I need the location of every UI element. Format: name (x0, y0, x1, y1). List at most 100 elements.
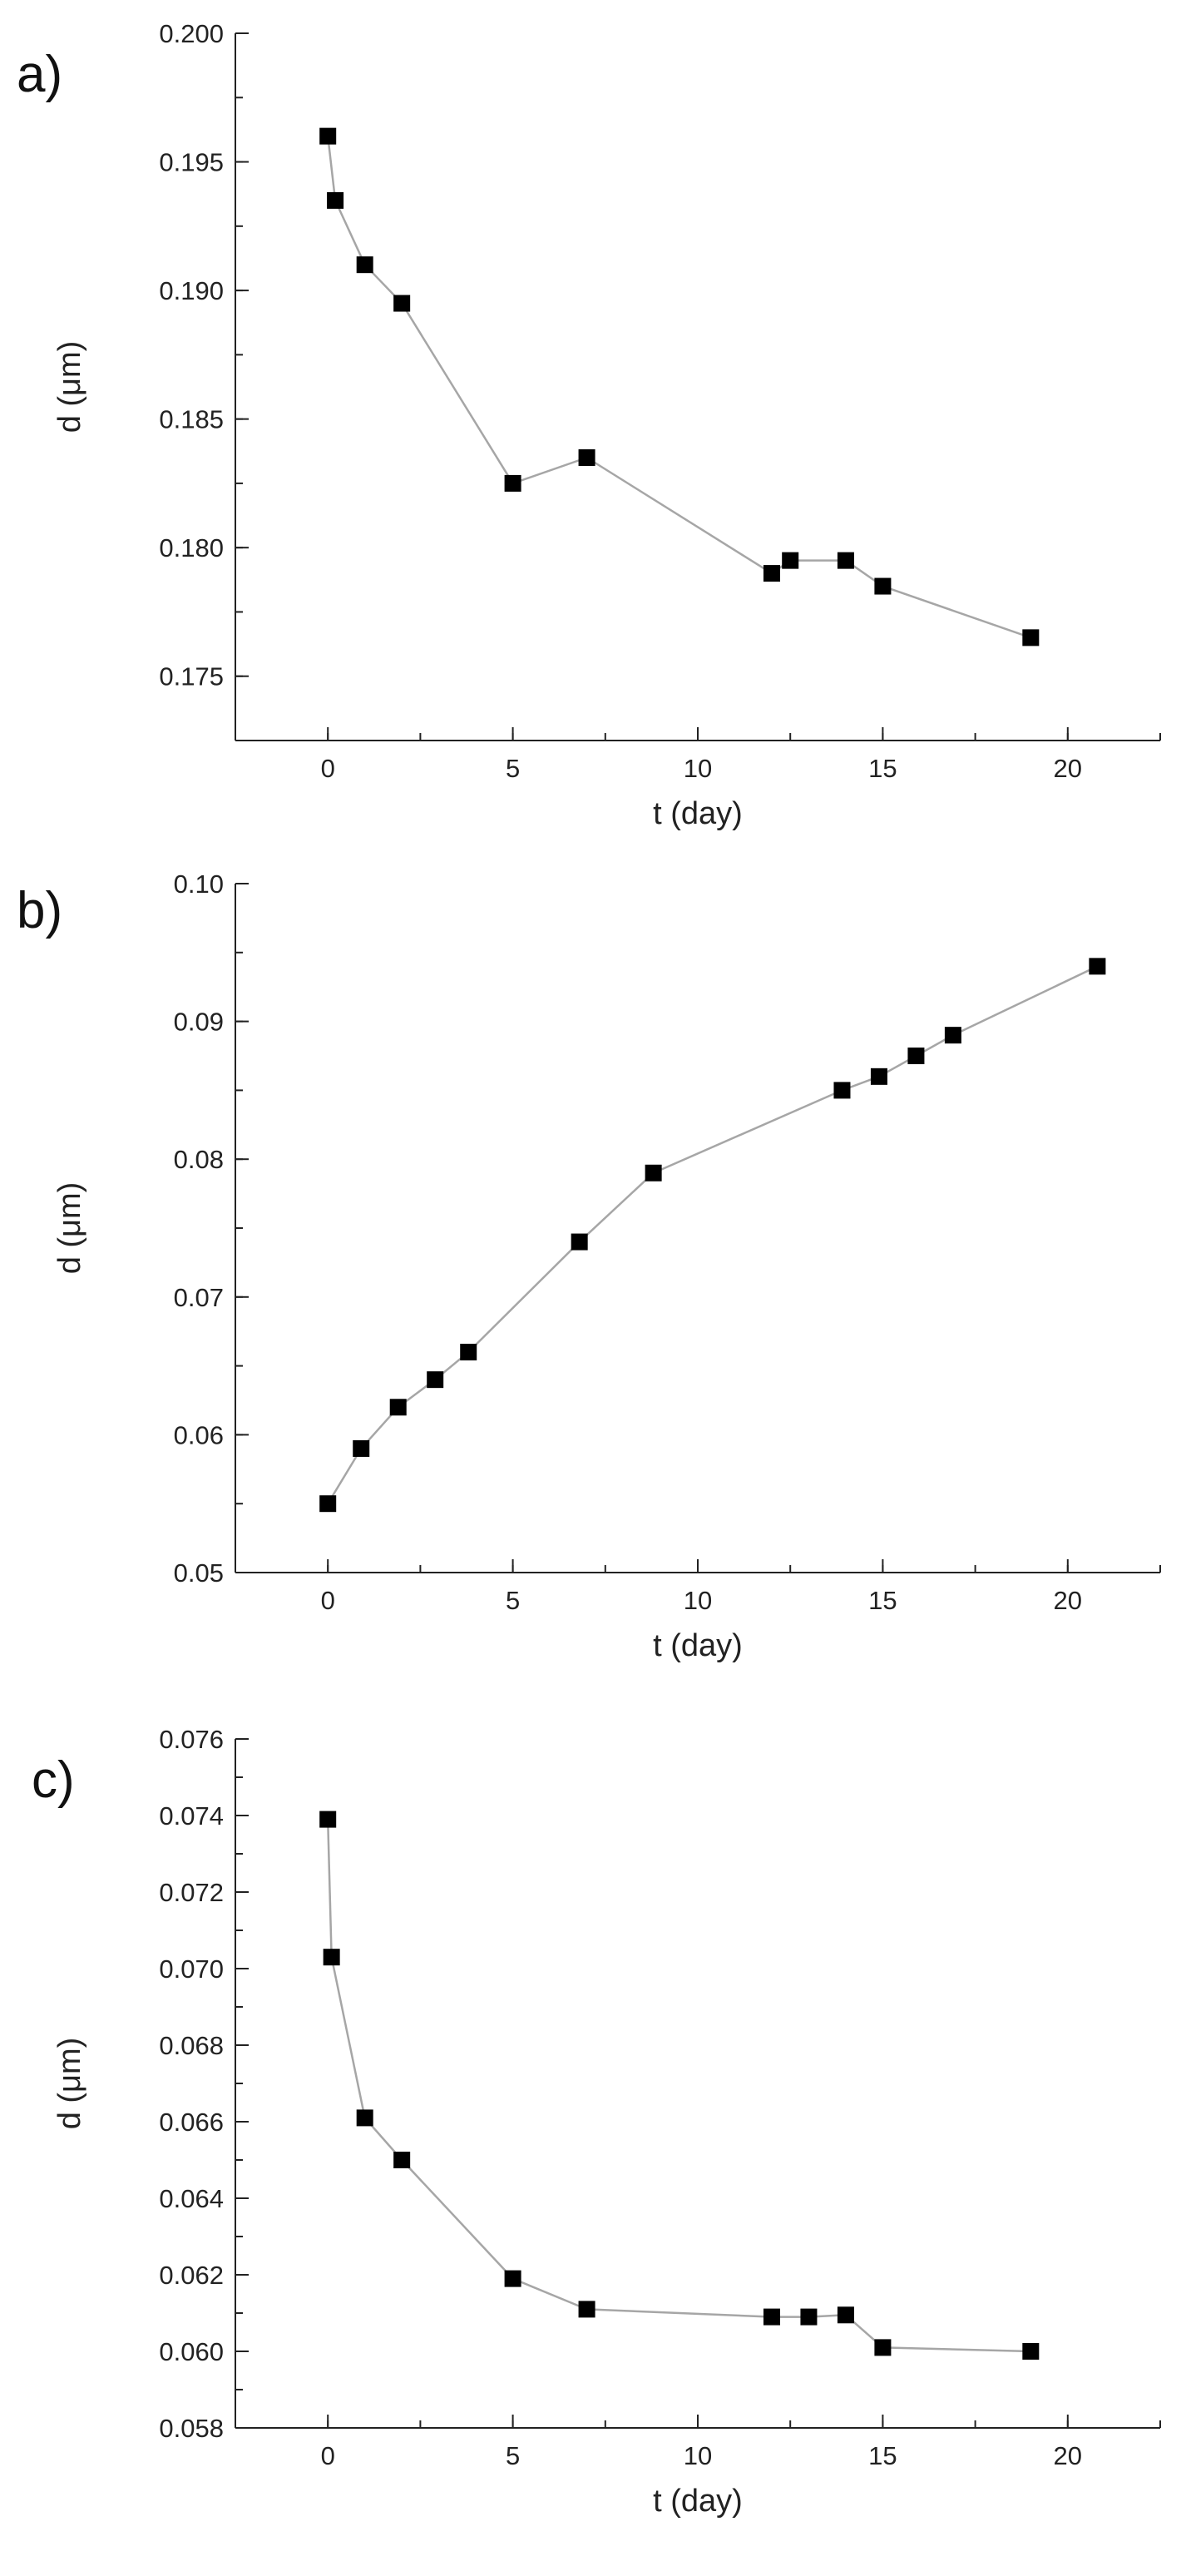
y-tick-label: 0.185 (159, 405, 224, 434)
y-tick-label: 0.190 (159, 276, 224, 305)
series-line-segment (952, 965, 1098, 1037)
data-point-marker (1022, 2343, 1040, 2360)
y-tick-label: 0.070 (159, 1954, 224, 1984)
y-tick-label: 0.058 (159, 2414, 224, 2443)
x-tick-label: 20 (1054, 2441, 1082, 2470)
data-point-marker (907, 1048, 925, 1064)
data-point-marker (571, 1233, 588, 1251)
x-axis-title: t (day) (653, 2484, 743, 2519)
data-point-marker (763, 2308, 780, 2326)
y-tick-label: 0.074 (159, 1801, 224, 1830)
series-line-segment (882, 585, 1031, 639)
x-tick-label: 0 (321, 2441, 335, 2470)
data-point-marker (389, 1399, 407, 1416)
x-tick-label: 15 (868, 2441, 897, 2470)
y-axis-title: d (μm) (52, 2038, 87, 2130)
panel-label: b) (17, 882, 62, 939)
y-tick-label: 0.072 (159, 1878, 224, 1907)
data-point-marker (319, 1495, 337, 1513)
series-line-segment (653, 1089, 843, 1174)
data-point-marker (800, 2308, 818, 2326)
y-tick-label: 0.064 (159, 2184, 224, 2213)
x-tick-label: 20 (1054, 1586, 1082, 1615)
data-point-marker (353, 1439, 370, 1457)
data-point-marker (504, 2270, 521, 2287)
y-tick-label: 0.060 (159, 2337, 224, 2366)
panel-label: c) (32, 1751, 75, 1809)
x-tick-label: 10 (684, 1586, 712, 1615)
data-point-marker (874, 577, 892, 595)
series-line-segment (467, 1241, 581, 1353)
series-line-segment (512, 2277, 588, 2311)
data-point-marker (874, 2339, 892, 2356)
y-tick-label: 0.10 (174, 869, 224, 899)
panel-label: a) (17, 46, 62, 103)
series-line-segment (512, 456, 587, 485)
data-point-marker (460, 1344, 477, 1361)
y-tick-label: 0.175 (159, 662, 224, 691)
data-point-marker (393, 295, 411, 312)
series-line-segment (586, 456, 773, 575)
y-tick-label: 0.07 (174, 1283, 224, 1312)
y-tick-label: 0.06 (174, 1420, 224, 1449)
x-axis-title: t (day) (653, 796, 743, 831)
series-line-segment (401, 302, 514, 484)
data-point-marker (504, 474, 521, 492)
data-point-marker (833, 1082, 851, 1099)
y-tick-label: 0.200 (159, 19, 224, 48)
y-tick-label: 0.068 (159, 2031, 224, 2060)
series-line-segment (334, 200, 366, 265)
data-point-marker (427, 1371, 444, 1389)
data-point-marker (319, 1811, 337, 1828)
chart-panel-c: 0.058 0.060 0.062 0.064 0.066 0.068 0.070 0.072… (32, 1725, 1161, 2519)
x-tick-label: 10 (684, 754, 712, 783)
y-tick-label: 0.195 (159, 148, 224, 177)
series-line-segment (330, 1956, 366, 2118)
y-axis-title: d (μm) (52, 1182, 87, 1275)
x-tick-label: 5 (506, 1586, 520, 1615)
x-tick-label: 10 (684, 2441, 712, 2470)
data-point-marker (763, 565, 780, 582)
chart-panel-b: 0.05 0.06 0.07 0.08 0.09 0.10 0 5 10 15 20 t (day) d… (17, 869, 1161, 1663)
data-point-marker (837, 552, 854, 569)
y-axis-title: d (μm) (52, 341, 87, 433)
x-tick-label: 15 (868, 1586, 897, 1615)
data-point-marker (870, 1068, 887, 1085)
series-line-segment (327, 1448, 363, 1504)
series-line-segment (326, 136, 337, 201)
y-tick-label: 0.09 (174, 1008, 224, 1037)
data-point-marker (782, 552, 799, 569)
data-point-marker (578, 2301, 595, 2318)
y-tick-label: 0.066 (159, 2108, 224, 2137)
x-tick-label: 0 (321, 754, 335, 783)
data-point-marker (645, 1164, 662, 1181)
series-line-segment (326, 1819, 333, 1958)
series-line-segment (586, 2308, 773, 2318)
data-point-marker (1089, 958, 1106, 975)
series-line-segment (882, 2346, 1031, 2353)
data-point-marker (327, 191, 344, 209)
y-tick-label: 0.076 (159, 1725, 224, 1754)
data-point-marker (323, 1949, 340, 1966)
data-point-marker (944, 1027, 961, 1044)
y-tick-label: 0.062 (159, 2261, 224, 2290)
data-point-marker (1022, 629, 1040, 646)
x-tick-label: 15 (868, 754, 897, 783)
chart-panel-a: 0.175 0.180 0.185 0.190 0.195 0.200 0 5 10 15 20 t … (17, 19, 1161, 831)
x-axis-title: t (day) (653, 1628, 743, 1663)
data-point-marker (393, 2152, 411, 2168)
data-point-marker (356, 2109, 373, 2127)
x-tick-label: 5 (506, 754, 520, 783)
y-tick-label: 0.05 (174, 1558, 224, 1588)
data-point-marker (319, 127, 337, 145)
data-point-marker (578, 449, 595, 466)
y-tick-label: 0.08 (174, 1145, 224, 1174)
data-point-marker (837, 2306, 854, 2324)
series-line-segment (578, 1172, 655, 1243)
x-tick-label: 5 (506, 2441, 520, 2470)
data-point-marker (356, 256, 373, 274)
x-tick-label: 20 (1054, 754, 1082, 783)
series-line-segment (401, 2159, 514, 2280)
y-tick-label: 0.180 (159, 533, 224, 562)
